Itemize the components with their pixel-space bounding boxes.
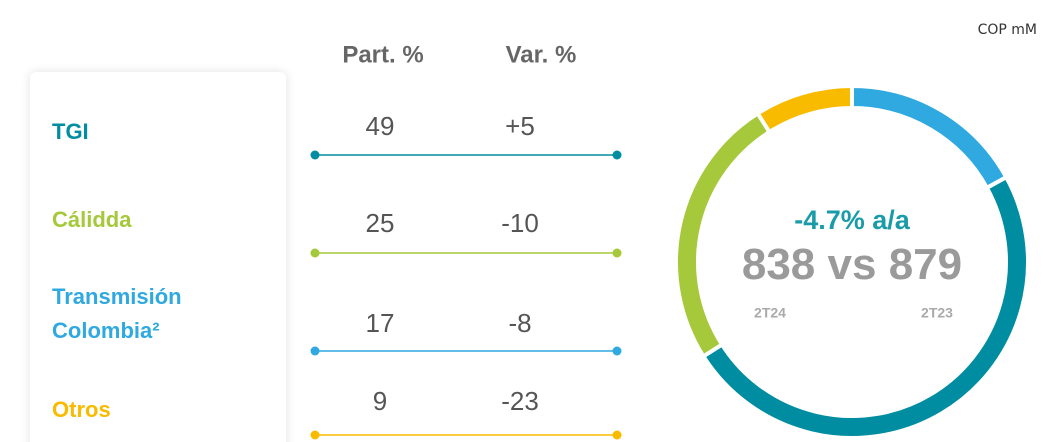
row-dot — [310, 150, 320, 160]
row-dot — [612, 248, 622, 258]
donut-segment — [754, 83, 854, 135]
part-value: 17 — [366, 308, 395, 338]
var-value: +5 — [505, 111, 535, 141]
unit-label: COP mM — [977, 22, 1037, 38]
category-label: TGI — [52, 119, 89, 144]
part-value: 49 — [366, 111, 395, 141]
label-card — [30, 72, 286, 442]
part-value: 9 — [373, 386, 387, 416]
category-label: Otros — [52, 397, 111, 422]
row-dot — [310, 430, 320, 440]
period-label: 2T23 — [921, 305, 953, 321]
var-value: -10 — [501, 208, 539, 238]
category-label: Cálidda — [52, 207, 132, 232]
var-value: -23 — [501, 386, 539, 416]
row-dot — [612, 430, 622, 440]
previous-value: 879 — [889, 240, 962, 289]
row-dot — [612, 346, 622, 356]
row-dot — [310, 346, 320, 356]
donut-segment — [850, 83, 1009, 191]
row-dot — [310, 248, 320, 258]
comparison: 838 vs 879 — [742, 240, 962, 289]
column-header: Var. % — [506, 41, 577, 68]
period-label: 2T24 — [754, 305, 786, 321]
row-dot — [612, 150, 622, 160]
part-value: 25 — [366, 208, 395, 238]
category-label: Transmisión Colombia² — [52, 284, 182, 343]
current-value: 838 — [742, 240, 815, 289]
column-header: Part. % — [342, 41, 423, 68]
var-value: -8 — [508, 308, 531, 338]
connector: vs — [828, 240, 877, 289]
change-label: -4.7% a/a — [794, 205, 911, 235]
